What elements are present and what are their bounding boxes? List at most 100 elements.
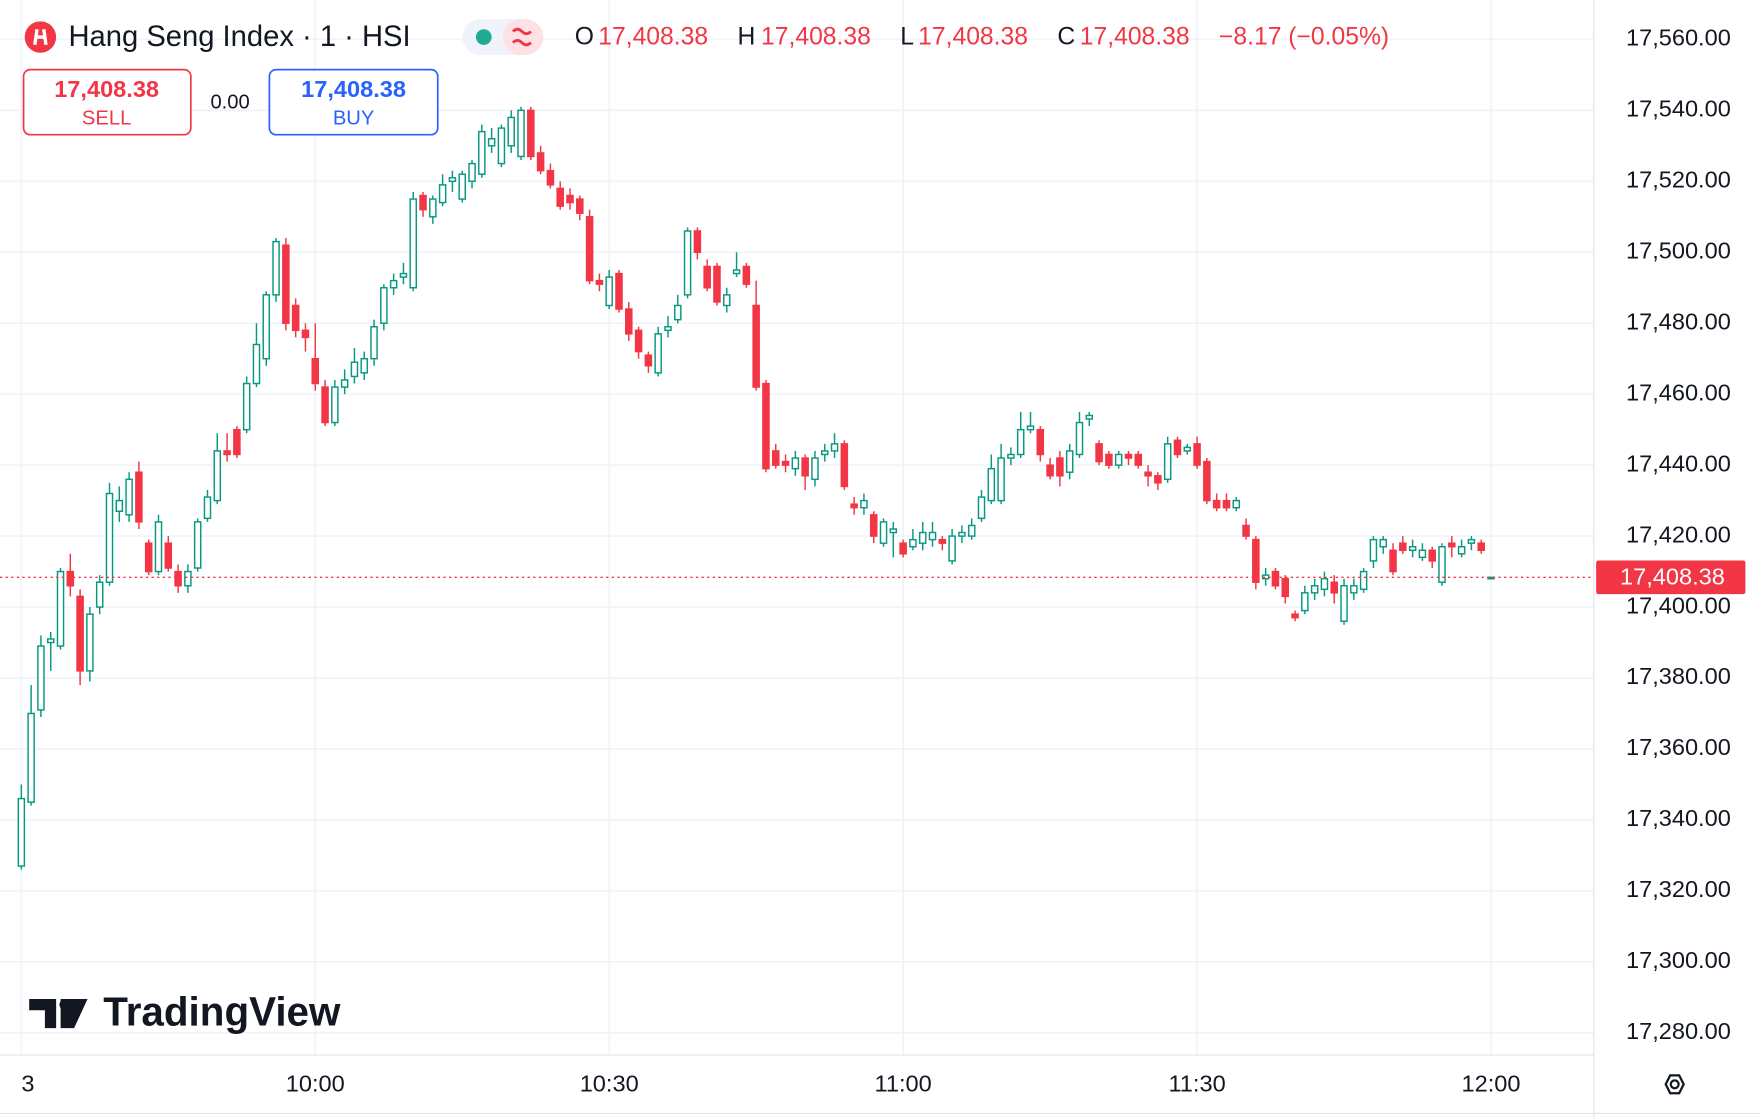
candle-body xyxy=(487,138,496,147)
candle-body xyxy=(419,194,427,211)
candle-body xyxy=(252,343,261,385)
candle-body xyxy=(1428,549,1436,562)
candle-body xyxy=(517,109,525,158)
symbol-title[interactable]: Hang Seng Index · 1 · HSI xyxy=(68,21,410,53)
candle-body xyxy=(291,304,300,332)
candle-body xyxy=(879,521,888,544)
y-tick-label: 17,440.00 xyxy=(1626,450,1731,476)
y-tick-label: 17,360.00 xyxy=(1626,734,1731,760)
last-price-tag xyxy=(1596,560,1746,595)
candle-body xyxy=(125,478,133,516)
y-tick-label: 17,460.00 xyxy=(1626,379,1731,405)
candle-body xyxy=(703,265,711,289)
candle-body xyxy=(566,194,574,204)
candle-body xyxy=(869,514,878,537)
candle-body xyxy=(693,230,702,253)
candle-body xyxy=(938,538,947,544)
sell-label: SELL xyxy=(82,107,131,129)
candle-body xyxy=(350,361,359,378)
candle-body xyxy=(56,570,65,647)
watermark-logo[interactable] xyxy=(29,999,88,1029)
candle-body xyxy=(95,581,104,608)
candle-body xyxy=(1242,524,1250,537)
candle-body xyxy=(438,184,447,204)
candle-body xyxy=(86,613,94,672)
candle-body xyxy=(174,570,182,587)
spread: 0.00 xyxy=(210,92,249,114)
candle-body xyxy=(909,538,917,548)
x-tick-label: 11:00 xyxy=(875,1071,932,1097)
market-open-dot xyxy=(475,29,492,45)
candle-body xyxy=(380,287,388,324)
y-tick-label: 17,540.00 xyxy=(1626,96,1731,122)
x-tick-label: 10:30 xyxy=(580,1071,639,1097)
candle-body xyxy=(135,471,143,523)
candle-body xyxy=(850,503,858,509)
legend-value: 17,408.38 xyxy=(761,24,871,51)
candle-body xyxy=(634,329,643,353)
candle-body xyxy=(223,450,231,456)
y-tick-label: 17,420.00 xyxy=(1626,521,1731,547)
candle-body xyxy=(105,492,114,583)
candle-body xyxy=(1281,577,1290,598)
status-pill-half xyxy=(502,19,544,56)
candle-body xyxy=(1183,446,1192,452)
x-tick-label: 11:30 xyxy=(1168,1071,1225,1097)
legend-label: O xyxy=(575,24,594,51)
candle-body xyxy=(967,524,976,537)
candle-body xyxy=(321,386,329,424)
legend-value: 17,408.38 xyxy=(918,24,1028,51)
candle-body xyxy=(1310,585,1319,594)
x-tick-label: 3 xyxy=(21,1071,34,1097)
candle-body xyxy=(1026,425,1035,431)
x-tick-label: 10:00 xyxy=(286,1071,345,1097)
candle-body xyxy=(527,109,535,158)
sell-price: 17,408.38 xyxy=(54,76,159,102)
y-tick-label: 17,320.00 xyxy=(1626,876,1731,902)
candle-body xyxy=(497,127,506,165)
y-tick-label: 17,480.00 xyxy=(1626,308,1731,334)
candle-body xyxy=(282,244,290,324)
candle-body xyxy=(1036,428,1045,456)
candle-body xyxy=(1340,585,1348,622)
candle-body xyxy=(242,382,251,431)
candle-body xyxy=(27,712,35,803)
sell-button[interactable] xyxy=(22,68,192,136)
candle-body xyxy=(76,595,84,672)
legend-label: L xyxy=(900,24,914,51)
candle-body xyxy=(154,521,163,573)
candle-body xyxy=(1105,453,1113,466)
candle-body xyxy=(762,382,770,470)
candle-body xyxy=(448,177,457,183)
candle-body xyxy=(625,308,633,335)
candle-body xyxy=(1330,581,1339,594)
candle-body xyxy=(948,535,956,562)
candle-body xyxy=(458,173,466,200)
candle-body xyxy=(1193,443,1201,466)
candle-body xyxy=(262,294,271,360)
buy-price: 17,408.38 xyxy=(301,76,406,102)
candle-body xyxy=(360,357,369,374)
buy-label: BUY xyxy=(333,107,375,129)
legend-label: C xyxy=(1057,24,1075,51)
watermark[interactable]: TradingView xyxy=(103,988,341,1034)
candle-body xyxy=(576,198,584,214)
candle-body xyxy=(889,528,898,534)
candle-body xyxy=(752,304,760,388)
buy-button[interactable] xyxy=(268,68,439,136)
candle-body xyxy=(732,269,741,275)
candle-body xyxy=(1203,460,1211,502)
settings-icon[interactable] xyxy=(1664,1074,1685,1095)
legend-change: −8.17 (−0.05%) xyxy=(1219,24,1389,51)
candle-body xyxy=(272,240,280,296)
candle-body xyxy=(820,450,829,456)
candle-body xyxy=(1379,538,1387,548)
candle-body xyxy=(1487,576,1495,580)
candle-body xyxy=(997,457,1005,502)
candle-body xyxy=(1301,592,1309,612)
candle-body xyxy=(203,496,212,520)
y-tick-label: 17,280.00 xyxy=(1626,1018,1731,1044)
last-price-label: 17,408.38 xyxy=(1620,564,1725,590)
candles xyxy=(0,106,1594,870)
candle-body xyxy=(1389,549,1397,573)
